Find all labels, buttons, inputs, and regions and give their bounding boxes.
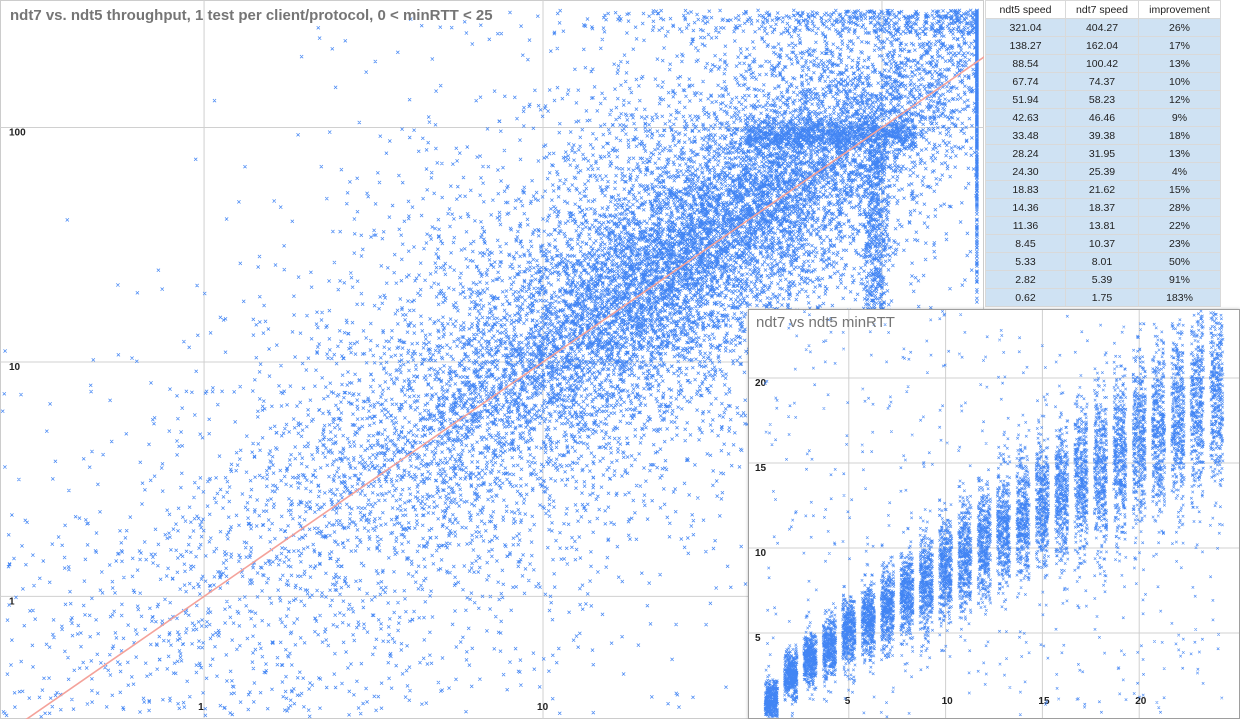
x-tick-label: 1 bbox=[198, 702, 204, 713]
minrtt-scatter-marks bbox=[763, 310, 1225, 718]
cell-ndt5-speed[interactable]: 51.94 bbox=[985, 90, 1066, 109]
cell-ndt7-speed[interactable]: 10.37 bbox=[1065, 234, 1139, 253]
cell-ndt5-speed[interactable]: 24.30 bbox=[985, 162, 1066, 181]
inset-x-tick-label: 20 bbox=[1135, 696, 1147, 707]
cell-improvement[interactable]: 17% bbox=[1138, 36, 1221, 55]
cell-ndt5-speed[interactable]: 42.63 bbox=[985, 108, 1066, 127]
table-row: 5.33 8.01 50% bbox=[985, 252, 1221, 271]
cell-improvement[interactable]: 23% bbox=[1138, 234, 1221, 253]
cell-improvement[interactable]: 183% bbox=[1138, 288, 1221, 307]
cell-ndt5-speed[interactable]: 14.36 bbox=[985, 198, 1066, 217]
cell-improvement[interactable]: 4% bbox=[1138, 162, 1221, 181]
cell-improvement[interactable]: 26% bbox=[1138, 18, 1221, 37]
cell-ndt7-speed[interactable]: 404.27 bbox=[1065, 18, 1139, 37]
cell-ndt5-speed[interactable]: 2.82 bbox=[985, 270, 1066, 289]
inset-x-tick-label: 10 bbox=[942, 696, 954, 707]
cell-ndt7-speed[interactable]: 39.38 bbox=[1065, 126, 1139, 145]
table-row: 8.45 10.37 23% bbox=[985, 234, 1221, 253]
ndt-scatter-series bbox=[0, 8, 979, 719]
cell-ndt7-speed[interactable]: 8.01 bbox=[1065, 252, 1139, 271]
cell-ndt5-speed[interactable]: 11.36 bbox=[985, 216, 1066, 235]
table-row: 18.83 21.62 15% bbox=[985, 180, 1221, 199]
table-row: 2.82 5.39 91% bbox=[985, 270, 1221, 289]
table-header-row: ndt5 speed ndt7 speed improvement bbox=[985, 0, 1221, 19]
table-row: 51.94 58.23 12% bbox=[985, 90, 1221, 109]
y-tick-label: 10 bbox=[9, 362, 21, 373]
table-row: 88.54 100.42 13% bbox=[985, 54, 1221, 73]
table-row: 11.36 13.81 22% bbox=[985, 216, 1221, 235]
table-row: 24.30 25.39 4% bbox=[985, 162, 1221, 181]
table-row: 42.63 46.46 9% bbox=[985, 108, 1221, 127]
x-tick-label: 10 bbox=[537, 702, 549, 713]
cell-ndt5-speed[interactable]: 88.54 bbox=[985, 54, 1066, 73]
cell-ndt5-speed[interactable]: 0.62 bbox=[985, 288, 1066, 307]
cell-improvement[interactable]: 28% bbox=[1138, 198, 1221, 217]
header-ndt5-speed[interactable]: ndt5 speed bbox=[985, 0, 1066, 19]
cell-ndt5-speed[interactable]: 5.33 bbox=[985, 252, 1066, 271]
header-improvement[interactable]: improvement bbox=[1138, 0, 1221, 19]
cell-ndt5-speed[interactable]: 33.48 bbox=[985, 126, 1066, 145]
cell-ndt5-speed[interactable]: 321.04 bbox=[985, 18, 1066, 37]
minrtt-inset-chart[interactable]: 5 10 15 20 5 10 15 20 ndt7 vs ndt5 minRTT bbox=[748, 309, 1240, 719]
cell-ndt7-speed[interactable]: 1.75 bbox=[1065, 288, 1139, 307]
cell-ndt7-speed[interactable]: 13.81 bbox=[1065, 216, 1139, 235]
cell-ndt7-speed[interactable]: 21.62 bbox=[1065, 180, 1139, 199]
table-row: 33.48 39.38 18% bbox=[985, 126, 1221, 145]
cell-improvement[interactable]: 13% bbox=[1138, 54, 1221, 73]
summary-table: ndt5 speed ndt7 speed improvement 321.04… bbox=[985, 0, 1221, 307]
cell-ndt5-speed[interactable]: 8.45 bbox=[985, 234, 1066, 253]
cell-ndt5-speed[interactable]: 28.24 bbox=[985, 144, 1066, 163]
inset-y-tick-label: 20 bbox=[755, 378, 767, 389]
y-tick-label: 1 bbox=[9, 596, 15, 607]
inset-y-tick-label: 5 bbox=[755, 633, 761, 644]
cell-ndt7-speed[interactable]: 31.95 bbox=[1065, 144, 1139, 163]
cell-ndt7-speed[interactable]: 18.37 bbox=[1065, 198, 1139, 217]
inset-chart-title: ndt7 vs ndt5 minRTT bbox=[756, 314, 895, 331]
main-chart-title: ndt7 vs. ndt5 throughput, 1 test per cli… bbox=[10, 7, 493, 24]
cell-ndt5-speed[interactable]: 138.27 bbox=[985, 36, 1066, 55]
scatter-point-marks bbox=[0, 8, 979, 719]
cell-ndt7-speed[interactable]: 5.39 bbox=[1065, 270, 1139, 289]
cell-ndt7-speed[interactable]: 58.23 bbox=[1065, 90, 1139, 109]
cell-ndt7-speed[interactable]: 100.42 bbox=[1065, 54, 1139, 73]
cell-ndt5-speed[interactable]: 18.83 bbox=[985, 180, 1066, 199]
table-row: 28.24 31.95 13% bbox=[985, 144, 1221, 163]
cell-ndt7-speed[interactable]: 25.39 bbox=[1065, 162, 1139, 181]
diagonal-reference-line bbox=[25, 56, 984, 719]
cell-improvement[interactable]: 18% bbox=[1138, 126, 1221, 145]
inset-x-tick-label: 15 bbox=[1038, 696, 1050, 707]
header-ndt7-speed[interactable]: ndt7 speed bbox=[1065, 0, 1139, 19]
cell-improvement[interactable]: 9% bbox=[1138, 108, 1221, 127]
inset-y-tick-label: 15 bbox=[755, 463, 767, 474]
table-row: 14.36 18.37 28% bbox=[985, 198, 1221, 217]
cell-ndt5-speed[interactable]: 67.74 bbox=[985, 72, 1066, 91]
y-tick-label: 100 bbox=[9, 128, 26, 139]
inset-y-tick-label: 10 bbox=[755, 548, 767, 559]
table-row: 321.04 404.27 26% bbox=[985, 18, 1221, 37]
cell-improvement[interactable]: 15% bbox=[1138, 180, 1221, 199]
table-row: 67.74 74.37 10% bbox=[985, 72, 1221, 91]
cell-ndt7-speed[interactable]: 46.46 bbox=[1065, 108, 1139, 127]
cell-improvement[interactable]: 12% bbox=[1138, 90, 1221, 109]
cell-improvement[interactable]: 10% bbox=[1138, 72, 1221, 91]
cell-improvement[interactable]: 13% bbox=[1138, 144, 1221, 163]
cell-improvement[interactable]: 91% bbox=[1138, 270, 1221, 289]
inset-x-tick-label: 5 bbox=[845, 696, 851, 707]
table-row: 138.27 162.04 17% bbox=[985, 36, 1221, 55]
minrtt-scatter-chart: 5 10 15 20 5 10 15 20 bbox=[749, 310, 1239, 718]
table-row: 0.62 1.75 183% bbox=[985, 288, 1221, 307]
cell-improvement[interactable]: 50% bbox=[1138, 252, 1221, 271]
cell-improvement[interactable]: 22% bbox=[1138, 216, 1221, 235]
cell-ndt7-speed[interactable]: 162.04 bbox=[1065, 36, 1139, 55]
cell-ndt7-speed[interactable]: 74.37 bbox=[1065, 72, 1139, 91]
